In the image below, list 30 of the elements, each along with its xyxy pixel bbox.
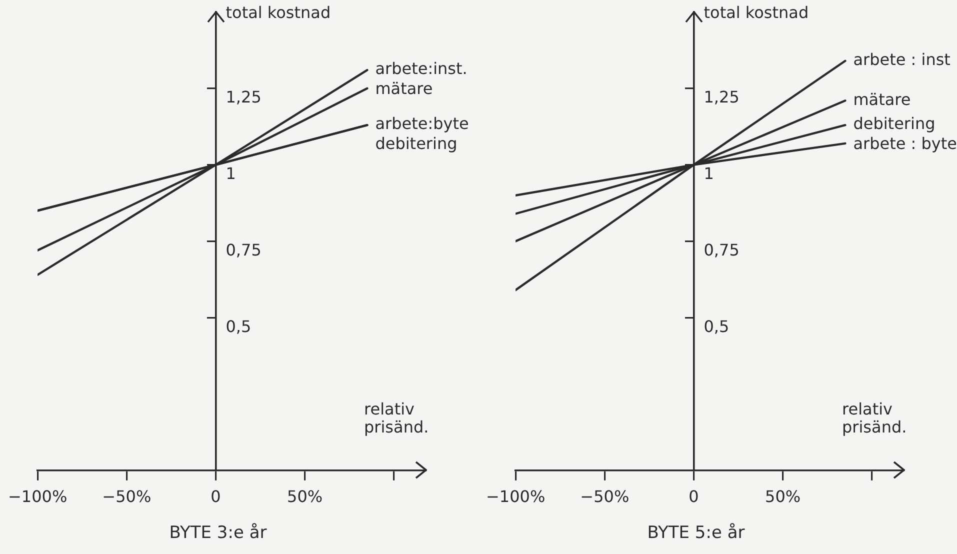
series-label: arbete : byte [853,134,957,154]
series-label: arbete : inst [853,50,950,70]
x-axis-title: relativ prisänd. [842,400,907,437]
x-tick-label: 50% [287,487,323,506]
x-axis-title: relativ prisänd. [364,400,429,437]
series-label: mätare [853,90,911,109]
y-tick-label: 0,5 [704,316,730,336]
series-label: arbete:byte [375,114,469,134]
y-tick-label: 1,25 [226,88,262,107]
y-axis-title: total kostnad [226,3,331,22]
y-tick-label: 0,5 [226,316,252,336]
y-tick-label: 0,75 [226,240,262,260]
x-tick-label: 0 [688,487,699,506]
x-tick-label: 0 [210,487,221,506]
x-tick-label: −100% [486,487,546,506]
x-tick-label: −100% [8,487,68,506]
x-tick-label: −50% [102,487,152,506]
series-label: arbete:inst. [375,59,468,78]
x-tick-label: −50% [580,487,630,506]
series-label: debitering [853,114,936,134]
series-label: mätare [375,79,433,98]
text: BYTE 5:e år [647,523,745,544]
y-tick-label: 1,25 [704,88,740,107]
text: BYTE 3:e år [169,523,267,544]
y-tick-label: 1 [226,164,236,183]
x-tick-label: 50% [765,487,801,506]
series-label: debitering [375,134,458,154]
y-tick-label: 1 [704,164,714,183]
y-axis-title: total kostnad [704,3,809,22]
y-tick-label: 0,75 [704,240,740,260]
